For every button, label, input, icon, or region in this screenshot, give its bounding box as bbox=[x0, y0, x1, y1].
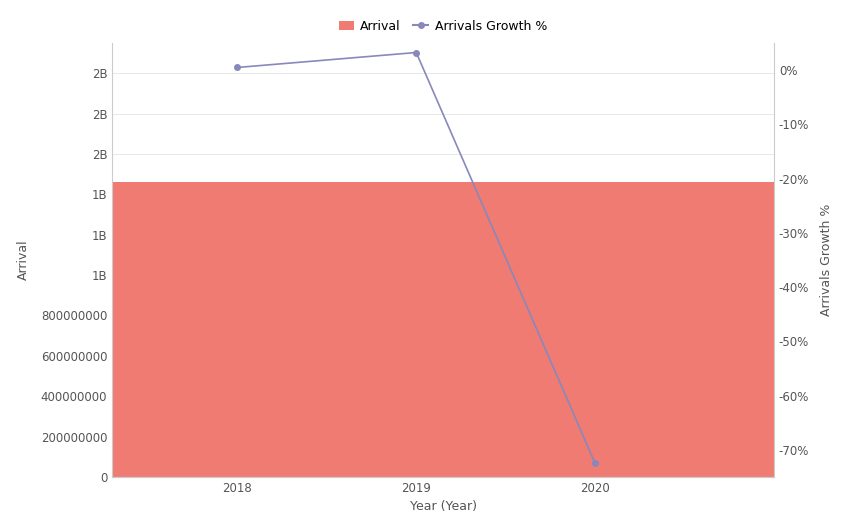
Bar bbox=[0, 397, 850, 477]
Bar bbox=[0, 194, 850, 477]
Y-axis label: Arrival: Arrival bbox=[17, 240, 30, 280]
X-axis label: Year (Year): Year (Year) bbox=[410, 500, 477, 514]
Bar bbox=[0, 182, 850, 477]
Legend: Arrival, Arrivals Growth %: Arrival, Arrivals Growth % bbox=[334, 15, 552, 38]
Y-axis label: Arrivals Growth %: Arrivals Growth % bbox=[820, 204, 833, 316]
